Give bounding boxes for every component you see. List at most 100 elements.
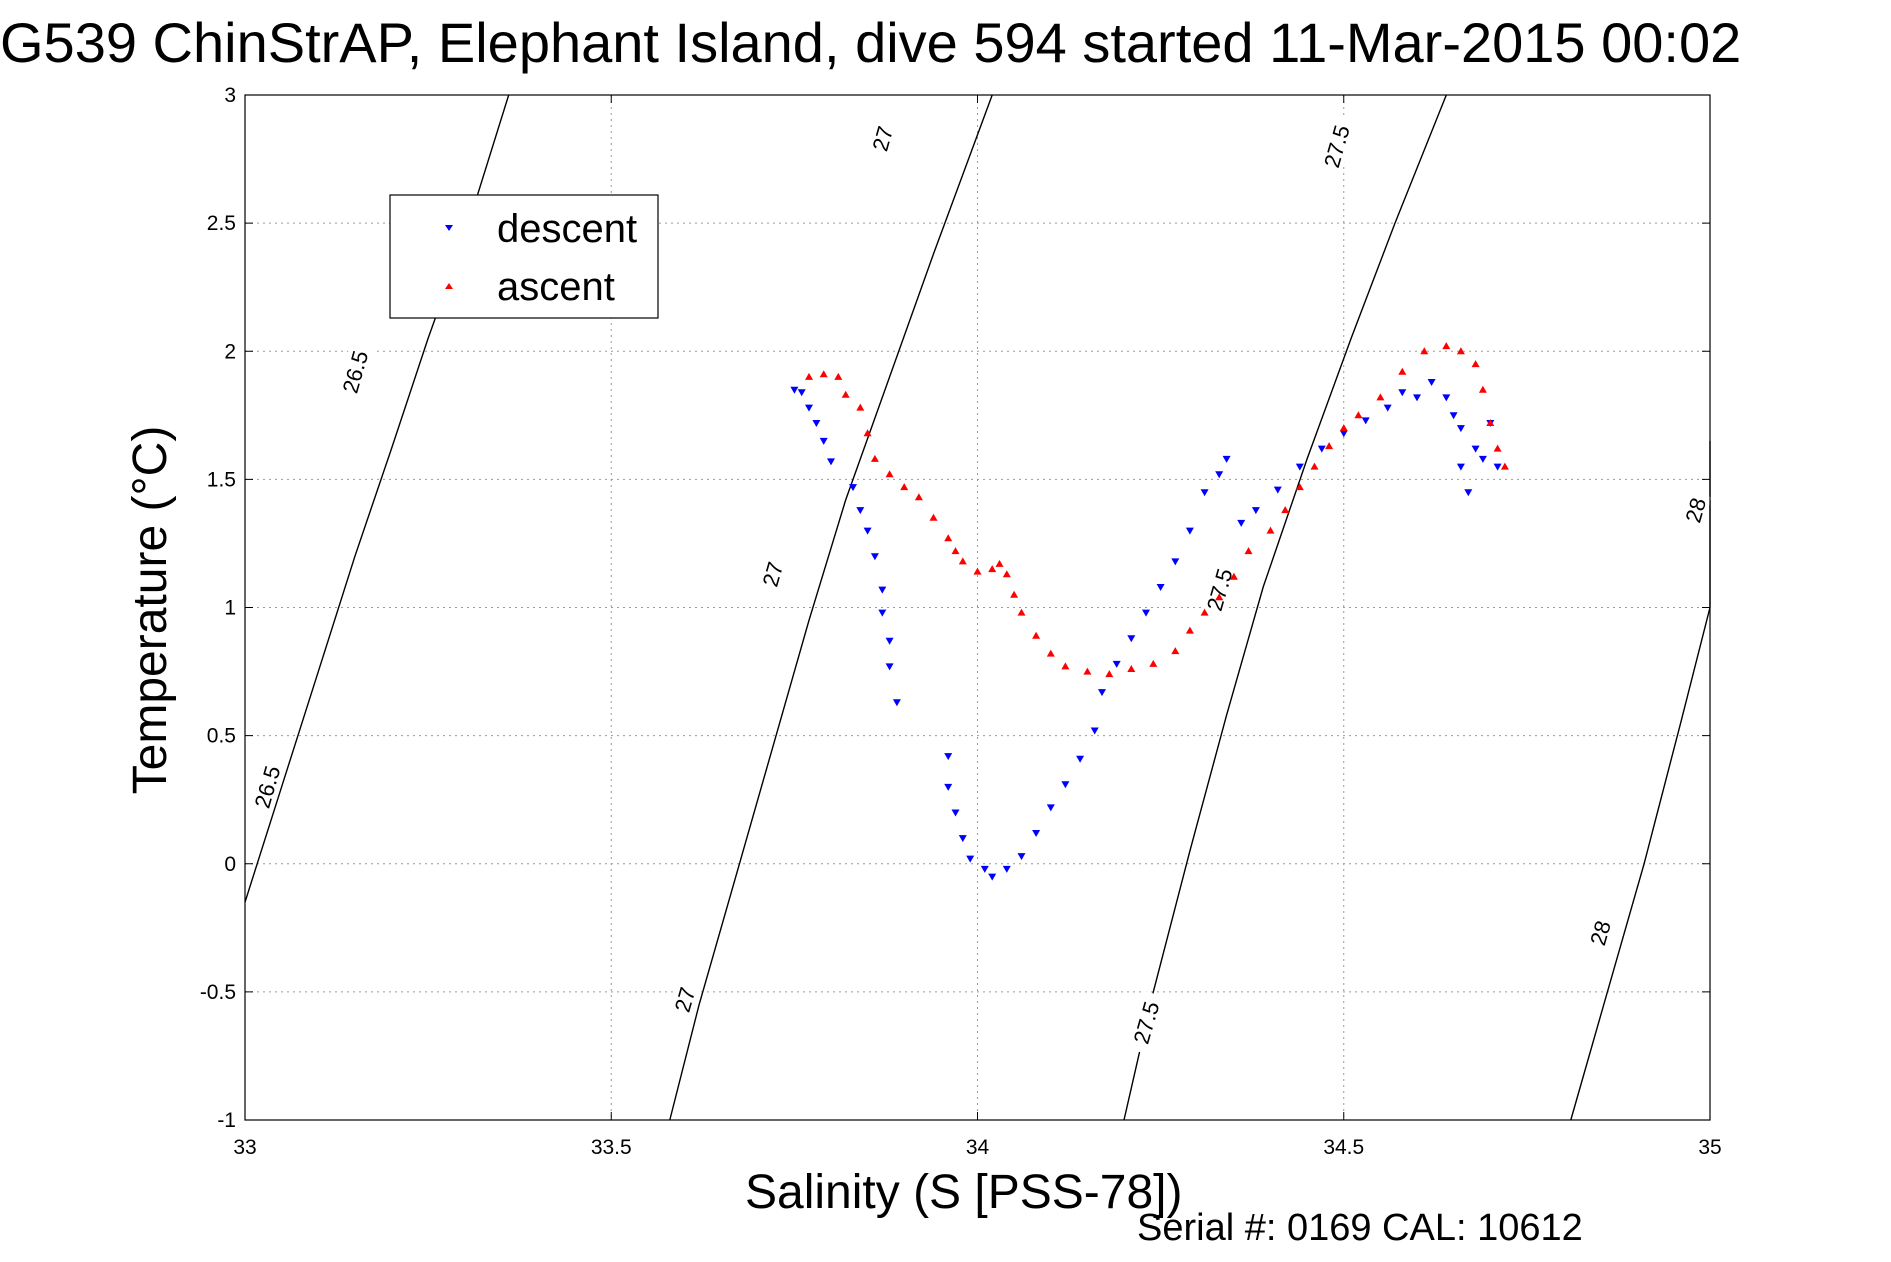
descent-point bbox=[885, 663, 894, 671]
descent-point bbox=[849, 484, 857, 492]
descent-point bbox=[892, 699, 901, 707]
descent-point bbox=[1127, 635, 1136, 643]
ascent-point bbox=[870, 454, 879, 462]
isopycnal-label-bg bbox=[1679, 490, 1712, 530]
legend-descent-label: descent bbox=[497, 207, 637, 251]
isopycnal-label: 27.5 bbox=[1316, 114, 1357, 179]
ascent-point bbox=[1105, 670, 1114, 678]
isopycnal-label: 28 bbox=[1679, 490, 1712, 530]
ascent-point bbox=[988, 565, 997, 573]
ascent-point bbox=[885, 470, 894, 478]
y-axis-label: Temperature (°C) bbox=[124, 426, 177, 795]
descent-point bbox=[1456, 463, 1465, 471]
ascent-point bbox=[1478, 385, 1487, 393]
ascent-point bbox=[1010, 590, 1019, 598]
ascent-point bbox=[1061, 662, 1070, 670]
ascent-point bbox=[1398, 367, 1407, 375]
ascent-point bbox=[1127, 665, 1136, 672]
y-tick-label: 3 bbox=[224, 84, 236, 107]
ascent-point bbox=[819, 370, 828, 378]
isopycnal-label-bg bbox=[1199, 557, 1240, 622]
ascent-point bbox=[914, 493, 923, 501]
y-tick-label: 2 bbox=[224, 340, 236, 363]
legend-ascent-marker bbox=[445, 283, 453, 289]
isopycnal-label-bg bbox=[1583, 913, 1617, 953]
ascent-point bbox=[1376, 393, 1385, 401]
legend-ascent-label: ascent bbox=[497, 265, 615, 309]
descent-point bbox=[805, 404, 813, 412]
isopycnal-label-text: 26.5 bbox=[250, 763, 286, 811]
ascent-point bbox=[834, 372, 843, 380]
isopycnal-line-27 bbox=[669, 94, 993, 1121]
descent-point bbox=[1251, 507, 1260, 515]
descent-point bbox=[1076, 755, 1085, 763]
ascent-point bbox=[900, 483, 909, 491]
ascent-point bbox=[1244, 547, 1253, 555]
y-tick-label: -0.5 bbox=[200, 981, 236, 1004]
x-tick-label: 33.5 bbox=[591, 1136, 632, 1159]
descent-point bbox=[1061, 781, 1070, 789]
ascent-point bbox=[1032, 631, 1041, 639]
ascent-point bbox=[1486, 419, 1495, 426]
descent-point bbox=[1317, 445, 1326, 453]
ascent-point bbox=[951, 547, 960, 555]
descent-point bbox=[1185, 527, 1194, 535]
descent-point bbox=[980, 865, 989, 873]
isopycnal-label-text: 27.5 bbox=[1129, 999, 1165, 1047]
ascent-point bbox=[1339, 424, 1348, 432]
descent-point bbox=[958, 835, 967, 843]
ascent-point bbox=[1215, 593, 1224, 601]
descent-point bbox=[1478, 455, 1487, 463]
isopycnal-label-bg bbox=[335, 339, 375, 404]
descent-point bbox=[1456, 425, 1465, 433]
ascent-point bbox=[958, 557, 967, 565]
x-tick-label: 35 bbox=[1698, 1136, 1721, 1159]
serial-cal-footer: Serial #: 0169 CAL: 10612 bbox=[1137, 1207, 1583, 1249]
ascent-point bbox=[1046, 649, 1055, 657]
legend: descent ascent bbox=[389, 194, 659, 319]
descent-point bbox=[1237, 519, 1246, 527]
y-tick-label: 1 bbox=[224, 597, 236, 620]
ascent-point bbox=[929, 513, 938, 521]
isopycnal-label: 27.5 bbox=[1126, 990, 1166, 1055]
isopycnal-label-bg bbox=[756, 554, 789, 594]
descent-point bbox=[1493, 463, 1502, 471]
descent-point bbox=[944, 783, 953, 791]
ascent-point bbox=[863, 429, 872, 437]
descent-point bbox=[1142, 609, 1150, 617]
isopycnal-line-28 bbox=[1570, 440, 1711, 1121]
x-axis-label: Salinity (S [PSS-78]) bbox=[745, 1166, 1182, 1219]
isopycnal-label-bg bbox=[1316, 114, 1357, 179]
ascent-point bbox=[1471, 360, 1480, 368]
descent-point bbox=[878, 609, 887, 617]
ascent-point bbox=[1354, 411, 1363, 419]
isopycnal-label: 27 bbox=[866, 118, 899, 159]
descent-point bbox=[827, 458, 835, 466]
ascent-point bbox=[1442, 342, 1451, 350]
descent-point bbox=[863, 527, 872, 535]
descent-point bbox=[856, 507, 865, 515]
ascent-point bbox=[805, 372, 813, 380]
descent-point bbox=[988, 873, 997, 881]
ascent-point bbox=[1325, 442, 1334, 450]
descent-point bbox=[1032, 830, 1041, 837]
descent-point bbox=[1171, 558, 1180, 566]
isopycnal-line-27-5 bbox=[1123, 94, 1447, 1121]
y-tick-label: -1 bbox=[217, 1109, 236, 1132]
descent-point bbox=[1471, 445, 1480, 453]
descent-point bbox=[1383, 404, 1392, 412]
ascent-point bbox=[1310, 462, 1319, 470]
ascent-point bbox=[1083, 667, 1092, 675]
x-tick-label: 34.5 bbox=[1323, 1136, 1364, 1159]
data-series bbox=[790, 342, 1509, 881]
ascent-point bbox=[1420, 347, 1429, 355]
y-tick-label: 0 bbox=[224, 853, 236, 876]
isopycnal-label-text: 27.5 bbox=[1202, 566, 1238, 614]
descent-point bbox=[1215, 471, 1224, 479]
ascent-point bbox=[1185, 626, 1194, 634]
descent-point bbox=[1295, 463, 1304, 471]
descent-point bbox=[1398, 389, 1407, 397]
descent-point bbox=[1413, 394, 1421, 402]
descent-point bbox=[944, 753, 953, 761]
